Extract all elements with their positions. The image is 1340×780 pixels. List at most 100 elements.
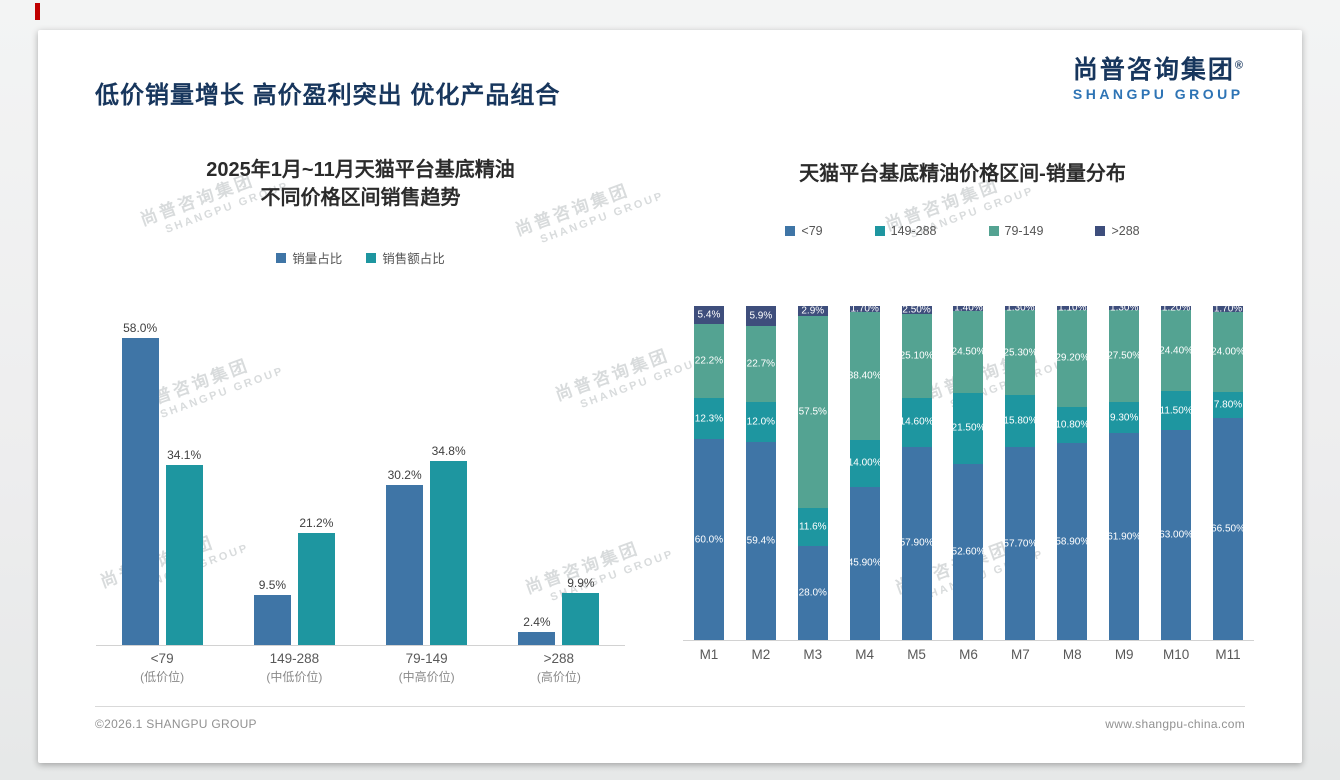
slide: 尚普咨询集团 SHANGPU GROUP 尚普咨询集团 SHANGPU GROUP 尚普… — [38, 30, 1302, 763]
x-category: 79-149 (中高价位) — [361, 651, 493, 685]
bar-value-label: 9.9% — [567, 576, 595, 590]
legend-swatch-icon — [988, 226, 999, 236]
segment-value-label: 25.30% — [1003, 347, 1038, 359]
segment-value-label: 12.3% — [694, 413, 724, 425]
legend-label: <79 — [801, 224, 823, 238]
bar-segment: 29.20% — [1055, 309, 1089, 408]
x-month-label: M10 — [1162, 647, 1190, 662]
x-month-label: M2 — [751, 647, 771, 662]
bar-segment: 58.90% — [1055, 443, 1090, 640]
segment-value-label: 38.40% — [847, 370, 882, 382]
bar-group: 2.4% 9.9% — [518, 576, 600, 645]
bar-segment: 5.4% — [693, 306, 724, 325]
segment-value-label: 61.90% — [1107, 531, 1142, 543]
bar — [253, 595, 291, 645]
x-month-label: M7 — [1011, 647, 1030, 662]
logo-english-name: SHANGPU GROUP — [1072, 85, 1244, 102]
bar-segment: 61.90% — [1107, 433, 1142, 640]
legend-item: 销售额占比 — [366, 248, 445, 267]
bar-segment: 38.40% — [847, 311, 882, 440]
bar-segment: 45.90% — [848, 486, 882, 640]
segment-value-label: 1.70% — [1213, 303, 1243, 315]
charts-area: 2025年1月~11月天猫平台基底精油 不同价格区间销售趋势 销量占比 销售额占比 … — [68, 150, 1272, 685]
segment-value-label: 11.6% — [798, 521, 827, 533]
bar-column: 21.2% — [297, 516, 335, 645]
website-url: www.shangpu-china.com — [1105, 717, 1245, 731]
stack-column: 61.90% 9.30% 27.50% 1.30% — [1098, 303, 1150, 640]
legend-swatch-icon — [276, 252, 287, 263]
segment-value-label: 1.10% — [1058, 302, 1087, 314]
stack-column: 66.50% 7.80% 24.00% 1.70% — [1202, 303, 1254, 640]
legend-swatch-icon — [785, 226, 796, 236]
bar — [386, 485, 424, 645]
segment-value-label: 5.9% — [749, 310, 773, 322]
segment-value-label: 24.00% — [1211, 346, 1245, 358]
bar-segment: 25.30% — [1003, 310, 1038, 395]
bar-segment: 25.10% — [900, 314, 934, 399]
segment-value-label: 58.90% — [1055, 536, 1090, 548]
page-title: 低价销量增长 高价盈利突出 优化产品组合 — [95, 82, 561, 109]
bar-segment: 9.30% — [1109, 402, 1140, 434]
segment-value-label: 11.50% — [1159, 405, 1193, 417]
red-accent-mark — [35, 3, 40, 20]
segment-value-label: 7.80% — [1213, 399, 1243, 411]
bar-segment: 21.50% — [951, 392, 986, 465]
bar — [297, 533, 335, 645]
segment-value-label: 14.60% — [899, 416, 934, 428]
bar-column: 34.1% — [165, 448, 203, 645]
bar-segment: 1.70% — [1213, 303, 1244, 315]
legend-label: >288 — [1111, 224, 1140, 238]
bar-column: 30.2% — [386, 468, 424, 645]
stacked-bar: 59.4% 12.0% 22.7% 5.9% — [745, 306, 776, 640]
bar-column: 9.5% — [253, 578, 291, 645]
segment-value-label: 57.70% — [1003, 538, 1038, 550]
slide-footer: ©2026.1 SHANGPU GROUP www.shangpu-china.… — [95, 706, 1245, 731]
bar-value-label: 2.4% — [523, 615, 551, 629]
x-category: >288 (高价位) — [493, 651, 625, 685]
legend-swatch-icon — [874, 226, 885, 236]
stacked-bar: 28.0% 11.6% 57.5% 2.9% — [797, 305, 828, 640]
legend-item: >288 — [1095, 224, 1140, 238]
bar-segment: 22.7% — [745, 325, 776, 402]
bar-segment: 24.50% — [951, 310, 986, 393]
bar-group: 9.5% 21.2% — [253, 516, 335, 645]
stacked-bar: 45.90% 14.00% 38.40% 1.70% — [847, 303, 882, 640]
bar-segment: 2.9% — [797, 305, 828, 316]
bar-segment: 1.40% — [953, 302, 984, 314]
segment-value-label: 2.50% — [902, 304, 931, 316]
stacked-bar: 61.90% 9.30% 27.50% 1.30% — [1107, 303, 1142, 640]
stacked-bar: 58.90% 10.80% 29.20% 1.10% — [1055, 302, 1090, 640]
bar-segment: 5.9% — [745, 306, 776, 326]
bar-segment: 12.0% — [745, 401, 776, 442]
legend-label: 149-288 — [890, 224, 937, 238]
x-month-label: M8 — [1062, 647, 1082, 662]
segment-value-label: 5.4% — [697, 309, 721, 321]
copyright-text: ©2026.1 SHANGPU GROUP — [95, 717, 257, 731]
grouped-bar-chart: 2025年1月~11月天猫平台基底精油 不同价格区间销售趋势 销量占比 销售额占比 … — [68, 150, 653, 685]
bar-segment: 12.3% — [693, 398, 724, 440]
x-month-label: M4 — [855, 647, 875, 662]
stack-column: 28.0% 11.6% 57.5% 2.9% — [787, 305, 839, 640]
bar — [518, 632, 556, 645]
bar-column: 58.0% — [121, 321, 159, 645]
logo-chinese-name: 尚普咨询集团® — [1072, 56, 1245, 84]
bar-value-label: 34.1% — [167, 448, 202, 462]
x-category: <79 (低价位) — [96, 651, 228, 685]
segment-value-label: 1.30% — [1006, 302, 1035, 314]
stacked-bar: 63.00% 11.50% 24.40% 1.20% — [1159, 303, 1193, 640]
bar-value-label: 30.2% — [387, 468, 422, 482]
bar-segment: 57.5% — [797, 315, 828, 508]
segment-value-label: 1.40% — [954, 302, 983, 314]
bar-segment: 7.80% — [1213, 391, 1244, 418]
segment-value-label: 24.50% — [951, 346, 986, 358]
segment-value-label: 14.00% — [847, 457, 882, 469]
bar-segment: 1.20% — [1161, 303, 1192, 314]
right-chart-plot: 60.0% 12.3% 22.2% 5.4% 59.4% 12.0% 22.7% 5.9% 28… — [683, 302, 1254, 641]
x-category-sublabel: (高价位) — [536, 670, 581, 684]
segment-value-label: 21.50% — [951, 422, 986, 434]
x-month-label: M3 — [803, 647, 823, 662]
bar — [165, 465, 203, 645]
bar — [430, 461, 468, 645]
x-category-label: >288 — [543, 651, 575, 666]
right-chart-title: 天猫平台基底精油价格区间-销量分布 — [799, 163, 1126, 185]
